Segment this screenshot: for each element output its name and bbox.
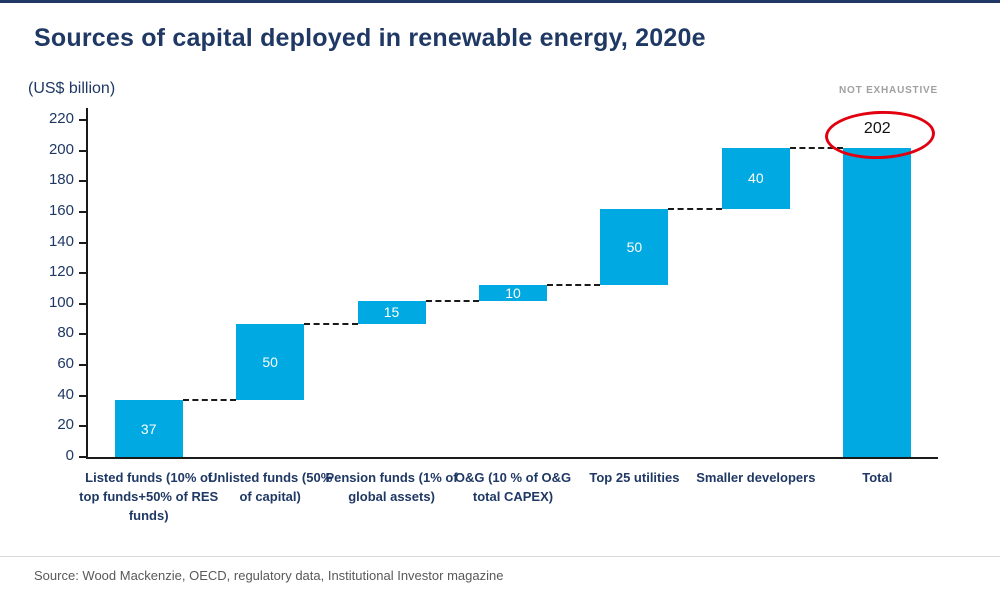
y-tick-label: 0 <box>65 447 74 464</box>
bar: 40 <box>721 147 790 209</box>
connector-line <box>304 322 358 325</box>
x-axis-line <box>86 457 938 459</box>
category-label: Listed funds (10% of top funds+50% of RE… <box>79 470 219 523</box>
bar: 50 <box>236 323 305 401</box>
not-exhaustive-label: NOT EXHAUSTIVE <box>839 85 938 96</box>
y-tick-mark <box>79 394 86 397</box>
y-tick-mark <box>79 333 86 336</box>
y-tick-mark <box>79 456 86 458</box>
category-label: Total <box>862 470 893 485</box>
bar: 15 <box>357 300 426 324</box>
y-tick-label: 200 <box>48 140 74 158</box>
y-tick-label: 120 <box>48 263 74 281</box>
source-divider-line <box>0 556 1000 557</box>
y-tick-label: 80 <box>57 324 74 342</box>
bar: 37 <box>114 400 183 457</box>
category-label: Top 25 utilities <box>589 470 680 485</box>
axis-unit-label: (US$ billion) <box>28 80 116 97</box>
bar: 10 <box>479 285 547 302</box>
y-tick-label: 180 <box>48 171 74 189</box>
top-accent-line <box>0 0 1000 3</box>
connector-line <box>425 299 479 302</box>
bar-value-label: 40 <box>748 170 764 187</box>
bar-value-label: 50 <box>262 354 278 370</box>
bar: 50 <box>600 208 669 286</box>
y-tick-mark <box>79 272 86 275</box>
source-text: Source: Wood Mackenzie, OECD, regulatory… <box>34 568 504 583</box>
y-tick-label: 160 <box>48 201 74 219</box>
connector-line <box>789 146 844 149</box>
category-label: O&G (10 % of O&G total CAPEX) <box>454 470 572 504</box>
bar-value-label: 37 <box>140 420 157 437</box>
connector-line <box>547 284 601 287</box>
category-label: Unlisted funds (50% of capital) <box>208 470 333 504</box>
connector-line <box>182 399 237 402</box>
y-tick-label: 140 <box>48 232 74 250</box>
bar <box>843 147 912 457</box>
bar-value-label: 15 <box>383 304 400 321</box>
y-tick-label: 100 <box>48 293 74 311</box>
y-tick-label: 40 <box>57 385 74 403</box>
y-tick-mark <box>79 210 86 213</box>
y-tick-mark <box>79 119 86 121</box>
y-tick-mark <box>79 425 86 428</box>
page-title: Sources of capital deployed in renewable… <box>34 24 706 52</box>
y-tick-mark <box>79 180 86 183</box>
bar-value-label: 50 <box>626 239 643 256</box>
total-value-label: 202 <box>863 119 891 137</box>
bar-value-label: 10 <box>505 285 521 302</box>
y-axis-line <box>86 108 88 459</box>
y-tick-label: 20 <box>57 416 74 434</box>
y-tick-mark <box>79 302 86 305</box>
category-label: Smaller developers <box>696 470 816 485</box>
annotation-circle <box>824 108 937 161</box>
category-label: Pension funds (1% of global assets) <box>325 470 458 504</box>
y-tick-label: 60 <box>57 355 74 373</box>
y-tick-mark <box>79 364 86 367</box>
y-tick-mark <box>79 149 86 152</box>
y-tick-label: 220 <box>48 110 74 127</box>
y-tick-mark <box>79 241 86 244</box>
connector-line <box>668 207 722 210</box>
